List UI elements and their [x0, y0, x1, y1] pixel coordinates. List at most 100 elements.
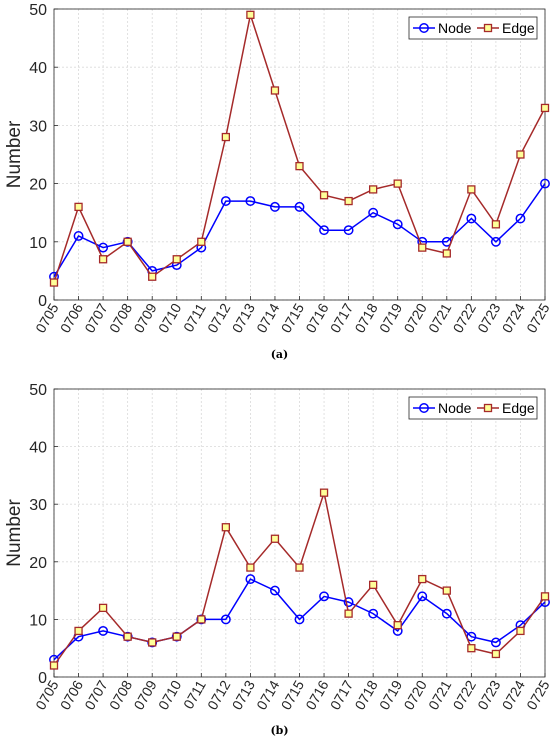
- x-tick-label: 0713: [229, 677, 259, 712]
- legend-label-edge: Edge: [502, 400, 535, 416]
- data-point-edge: [123, 632, 132, 641]
- x-tick-label: 0705: [32, 677, 62, 712]
- y-tick-label: 0: [38, 670, 47, 687]
- x-tick-label: 0721: [425, 677, 455, 712]
- data-point-node: [392, 219, 403, 230]
- legend-box: [408, 16, 538, 40]
- legend-label-node: Node: [438, 400, 472, 416]
- y-tick-label: 20: [29, 555, 47, 572]
- y-axis-label: Number: [4, 120, 25, 188]
- x-tick-label: 0715: [278, 300, 308, 335]
- data-point-node: [270, 201, 280, 212]
- y-axis: 0 10 20 30 40 50: [29, 382, 58, 687]
- data-point-edge: [442, 249, 451, 258]
- x-tick-label: 0723: [474, 300, 504, 335]
- data-point-edge: [49, 661, 59, 670]
- x-tick-label: 0709: [130, 677, 160, 712]
- data-point-node: [294, 614, 305, 625]
- x-tick-label: 0712: [204, 677, 234, 712]
- data-point-edge: [540, 592, 550, 601]
- data-point-edge: [74, 202, 83, 212]
- data-point-edge: [148, 638, 157, 647]
- data-point-edge: [467, 185, 476, 194]
- y-tick-label: 40: [29, 60, 47, 77]
- legend-label-node: Node: [438, 20, 472, 36]
- legend-marker-edge: [483, 403, 493, 413]
- data-point-edge: [540, 103, 550, 113]
- y-tick-label: 50: [29, 2, 47, 19]
- x-tick-label: 0717: [327, 300, 357, 335]
- y-tick-label: 50: [29, 382, 47, 399]
- data-point-node: [540, 178, 550, 189]
- legend-marker-node: [419, 403, 429, 413]
- x-tick-label: 0724: [499, 677, 529, 712]
- x-tick-label: 0719: [376, 677, 406, 712]
- legend-marker-node: [419, 23, 429, 33]
- x-tick-label: 0723: [474, 677, 504, 712]
- data-point-node: [245, 196, 256, 207]
- data-point-edge: [295, 563, 304, 572]
- data-point-edge: [172, 255, 181, 264]
- x-tick-label: 0708: [106, 677, 136, 712]
- data-point-edge: [246, 10, 255, 19]
- x-axis: 0705070607070708070907100711071207130714…: [32, 673, 550, 712]
- data-point-edge: [491, 220, 501, 229]
- x-tick-label: 0705: [32, 300, 62, 335]
- data-point-edge: [418, 574, 427, 584]
- data-point-node: [122, 236, 133, 247]
- data-point-node: [417, 591, 428, 602]
- y-tick-label: 20: [29, 177, 47, 194]
- y-axis: 0 10 20 30 40 50: [29, 2, 58, 310]
- data-point-edge: [148, 272, 157, 281]
- x-tick-label: 0714: [253, 677, 283, 712]
- data-point-edge: [270, 86, 280, 95]
- x-tick-label: 0725: [523, 300, 550, 335]
- x-tick-label: 0708: [106, 300, 136, 335]
- data-point-node: [122, 631, 133, 642]
- x-axis: 0705070607070708070907100711071207130714…: [32, 296, 550, 335]
- x-tick-label: 0706: [57, 677, 87, 712]
- data-point-node: [196, 614, 207, 625]
- y-tick-label: 10: [29, 235, 47, 252]
- x-tick-label: 0718: [351, 300, 381, 335]
- data-point-edge: [344, 609, 353, 618]
- x-tick-label: 0710: [155, 300, 185, 335]
- chart-b: 01020304050Number07050706070707080709071…: [4, 382, 550, 737]
- data-point-node: [147, 637, 158, 648]
- series-edge: [49, 488, 550, 670]
- data-point-node: [73, 231, 84, 241]
- x-tick-label: 0707: [81, 677, 111, 712]
- series-line-node: [53, 183, 546, 278]
- x-tick-label: 0720: [400, 300, 430, 335]
- data-point-edge: [270, 534, 280, 543]
- data-point-edge: [123, 237, 132, 246]
- caption-b: (b): [270, 724, 288, 737]
- legend: Node Edge: [408, 396, 538, 420]
- data-point-edge: [393, 621, 402, 630]
- data-point-edge: [49, 278, 59, 287]
- x-tick-label: 0713: [229, 300, 259, 335]
- data-point-edge: [491, 649, 501, 659]
- y-tick-label: 30: [29, 118, 47, 135]
- x-tick-label: 0720: [400, 677, 430, 712]
- data-point-edge: [516, 150, 525, 159]
- data-point-node: [319, 591, 329, 602]
- data-point-node: [368, 608, 379, 619]
- chart-a: 01020304050Number07050706070707080709071…: [4, 2, 550, 361]
- x-tick-label: 0721: [425, 300, 455, 335]
- y-axis-label: Number: [4, 499, 25, 567]
- legend-box: [408, 396, 538, 420]
- x-tick-label: 0711: [180, 300, 209, 334]
- x-tick-label: 0716: [302, 300, 332, 335]
- data-point-node: [220, 196, 231, 207]
- x-tick-label: 0710: [155, 677, 185, 712]
- y-tick-label: 10: [29, 612, 47, 629]
- x-tick-label: 0706: [57, 300, 87, 335]
- x-tick-label: 0715: [278, 677, 308, 712]
- data-point-edge: [246, 563, 255, 572]
- x-tick-label: 0714: [253, 300, 283, 335]
- data-point-node: [270, 585, 280, 596]
- data-point-edge: [221, 523, 231, 532]
- series-edge: [49, 10, 550, 287]
